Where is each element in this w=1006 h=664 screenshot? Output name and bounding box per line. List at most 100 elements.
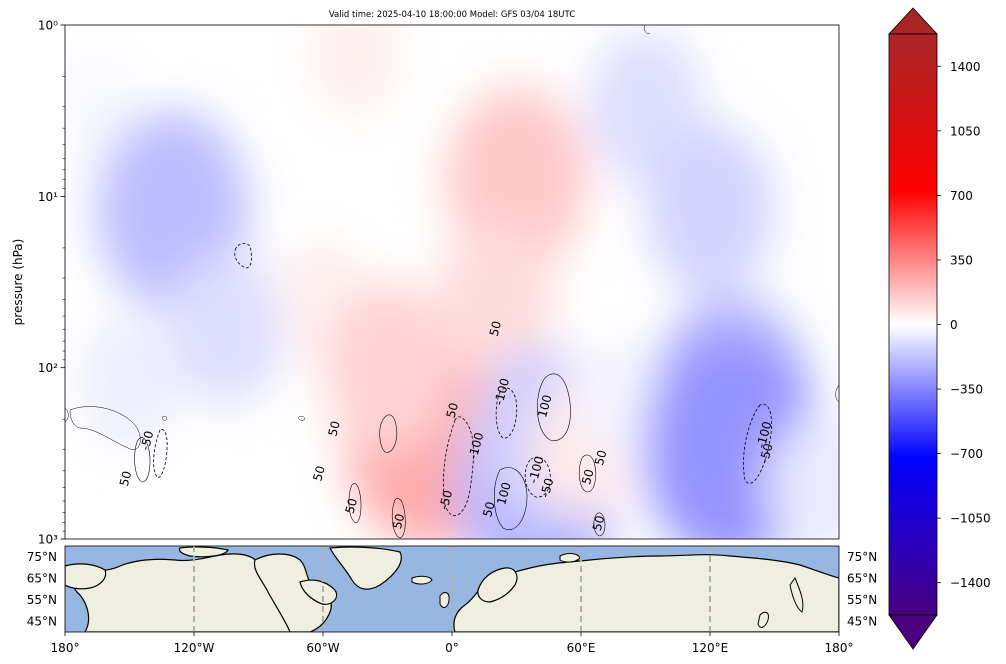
contour-line — [743, 403, 772, 484]
plot-frame — [64, 24, 840, 540]
colorbar-tick-label: 1050 — [950, 124, 981, 138]
colorbar-tick-label: −1050 — [950, 512, 991, 526]
lat-label: 75°N — [847, 550, 877, 564]
contour-line — [495, 387, 518, 439]
x-tick-label: 180° — [825, 641, 854, 655]
y-axis-label: pressure (hPa) — [11, 239, 25, 326]
contour-label: -50 — [138, 429, 157, 452]
contour-label: -100 — [754, 420, 775, 450]
lat-labels-right: 75°N 65°N 55°N 45°N — [847, 550, 877, 629]
land-alaska — [65, 563, 107, 590]
contour-label: -100 — [466, 431, 487, 461]
y-tick-label: 10¹ — [38, 190, 58, 204]
contour-line — [494, 467, 528, 530]
contour-line — [379, 414, 398, 453]
chart-title: Valid time: 2025-04-10 18:00:00 Model: G… — [329, 10, 575, 20]
colorbar-tick-label: −700 — [950, 447, 983, 461]
contour-line — [161, 415, 168, 421]
contour-label: 50 — [117, 469, 134, 487]
x-tick-label: 120°E — [692, 641, 729, 655]
colorbar: 1400 1050 700 350 0 −350 −700 −1050 −1400 — [888, 7, 991, 650]
landmasses — [65, 546, 839, 632]
land-greenland — [329, 546, 402, 590]
land-iceland — [411, 575, 433, 585]
map-panel: 75°N 65°N 55°N 45°N 75°N 65°N 55°N 45°N 180° 12… — [27, 545, 877, 655]
x-tick-label: 180° — [51, 641, 80, 655]
contour-line — [348, 483, 362, 524]
contour-line — [234, 243, 252, 269]
map-gridlines — [193, 546, 711, 632]
contour-line — [524, 456, 551, 498]
contour-label: -50 — [757, 442, 776, 465]
land-arctic-islands — [178, 546, 229, 558]
field-anomaly — [435, 220, 555, 379]
colorbar-extend-max — [888, 7, 938, 35]
contour-label: 50 — [310, 464, 327, 482]
contour-label: -50 — [538, 477, 557, 500]
contour-line — [644, 25, 651, 34]
x-axis: 180° 120°W 60°W 0° 60°E 120°E 180° — [51, 632, 854, 655]
contour-label: 50 — [390, 512, 407, 530]
x-tick-label: 60°E — [567, 641, 596, 655]
contour-line — [536, 373, 571, 441]
land-kamchatka — [789, 576, 804, 613]
contour-lines — [65, 25, 839, 539]
contour-line — [391, 498, 406, 539]
contour-line — [593, 512, 606, 537]
x-tick-label: 0° — [445, 641, 459, 655]
contour-line — [835, 384, 839, 403]
x-tick-label: 120°W — [174, 641, 215, 655]
y-tick-label: 10³ — [38, 533, 58, 547]
contour-label: 50 — [325, 419, 342, 437]
contour-line — [134, 437, 151, 483]
contour-label: -100 — [492, 377, 513, 407]
contour-label: 100 — [494, 481, 513, 507]
contour-label: 50 — [343, 497, 360, 515]
colorbar-tick-label: 0 — [950, 318, 958, 332]
contour-label: 50 — [480, 500, 497, 518]
colorbar-extend-min — [888, 614, 938, 650]
contour-line — [578, 454, 597, 493]
land-hudson-region — [253, 553, 332, 632]
contour-label: 50 — [592, 448, 609, 466]
colorbar-ticks: 1400 1050 700 350 0 −350 −700 −1050 −1400 — [937, 60, 991, 590]
field-anomaly — [306, 25, 404, 121]
land-labrador — [299, 579, 338, 605]
contour-line — [69, 406, 141, 450]
plot-area: 50-505050505050-50-10050-10010050100-100… — [11, 19, 840, 547]
contour-label: -100 — [526, 455, 547, 485]
colorbar-body — [888, 33, 938, 616]
land-uk — [439, 592, 450, 608]
land-japan — [757, 611, 769, 628]
field-anomaly — [168, 252, 285, 408]
contour-label: 50 — [444, 401, 461, 419]
contour-labels: 50-505050505050-50-10050-10010050100-100… — [117, 319, 776, 532]
contour-label: 50 — [590, 514, 607, 532]
contour-line — [65, 407, 69, 423]
y-tick-label: 10² — [38, 361, 58, 375]
x-tick-label: 60°W — [306, 641, 339, 655]
land-novaya-zemlya — [559, 553, 581, 563]
lat-label: 55°N — [847, 593, 877, 607]
colorbar-tick-label: 350 — [950, 253, 973, 267]
field-anomaly — [323, 282, 452, 453]
contour-label: 50 — [579, 468, 596, 486]
contour-line — [153, 428, 168, 479]
land-eurasia — [453, 554, 839, 632]
lat-label: 65°N — [847, 571, 877, 585]
contour-label: -50 — [437, 489, 456, 512]
field-anomaly — [765, 417, 839, 539]
land-scandinavia — [477, 567, 518, 603]
contour-line — [297, 415, 306, 421]
contour-label: 100 — [535, 393, 554, 419]
lat-label: 65°N — [27, 571, 57, 585]
lat-label: 45°N — [847, 614, 877, 628]
contour-label: 50 — [487, 319, 504, 337]
colorbar-tick-label: 700 — [950, 189, 973, 203]
lat-label: 45°N — [27, 614, 57, 628]
colorbar-tick-label: 1400 — [950, 60, 981, 74]
lat-label: 75°N — [27, 550, 57, 564]
y-tick-label: 10⁰ — [38, 19, 58, 33]
contour-line — [443, 416, 474, 517]
